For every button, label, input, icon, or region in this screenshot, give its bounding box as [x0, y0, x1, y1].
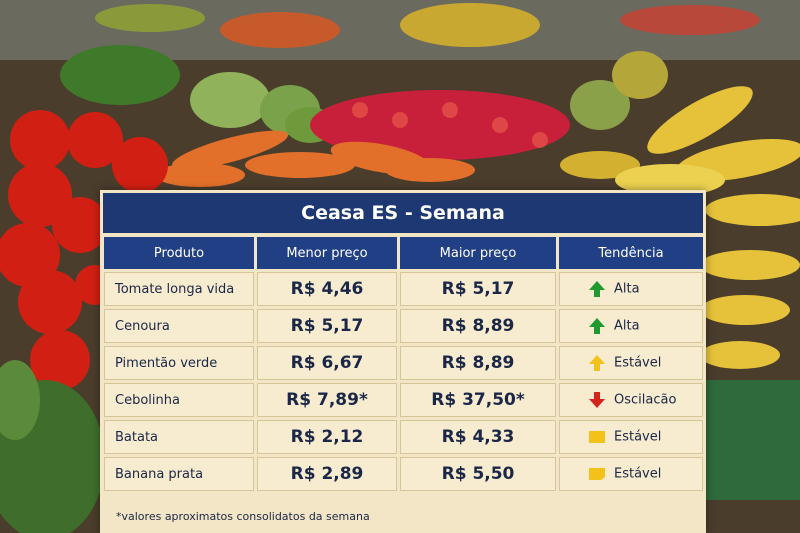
cell-text: Banana prata [115, 466, 204, 482]
cell-text: R$ 2,12 [290, 427, 364, 447]
table-title: Ceasa ES - Semana [103, 193, 703, 233]
cell-text: R$ 8,89 [441, 316, 515, 336]
cell-text: R$ 7,89* [286, 390, 368, 410]
cell-text: Cebolinha [115, 392, 180, 408]
cell-text: Cenoura [115, 318, 170, 334]
cell-text: R$ 5,50 [441, 464, 515, 484]
cell-text: Alta [614, 318, 640, 334]
price-table-card: Ceasa ES - Semana Produto Menor preço Ma… [100, 190, 706, 533]
trend-icon [589, 392, 605, 408]
table-row: Cenoura R$ 5,17 R$ 8,89 Alta [104, 309, 703, 343]
price-cell: R$ 4,33 [400, 420, 556, 454]
table-row: Tomate longa vida R$ 4,46 R$ 5,17 Alta [104, 272, 703, 306]
cell-text: Batata [115, 429, 159, 445]
price-cell: R$ 6,67 [257, 346, 397, 380]
table-row: Banana prata R$ 2,89 R$ 5,50 Estável [104, 457, 703, 491]
product-cell: Batata [104, 420, 254, 454]
cell-text: Oscilacão [614, 392, 677, 408]
cell-text: R$ 2,89 [290, 464, 364, 484]
price-cell: R$ 5,17 [257, 309, 397, 343]
table-row: Cebolinha R$ 7,89* R$ 37,50* Oscilacão [104, 383, 703, 417]
cell-text: R$ 4,46 [290, 279, 364, 299]
trend-icon [589, 431, 605, 443]
cell-text: Estável [614, 466, 662, 482]
price-cell: R$ 7,89* [257, 383, 397, 417]
trend-cell: Alta [559, 272, 703, 306]
cell-text: R$ 8,89 [441, 353, 515, 373]
trend-cell: Estável [559, 457, 703, 491]
cell-text: R$ 4,33 [441, 427, 515, 447]
price-cell: R$ 4,46 [257, 272, 397, 306]
price-cell: R$ 37,50* [400, 383, 556, 417]
trend-icon [589, 281, 605, 297]
header-row: Produto Menor preço Maior preço Tendênci… [104, 237, 703, 269]
cell-text: Estável [614, 355, 662, 371]
cell-text: R$ 37,50* [431, 390, 525, 410]
cell-text: Pimentão verde [115, 355, 218, 371]
header-cell: Tendência [559, 237, 703, 269]
cell-text: Tomate longa vida [115, 281, 235, 297]
trend-icon [589, 355, 605, 371]
trend-cell: Estável [559, 420, 703, 454]
cell-text: R$ 5,17 [290, 316, 364, 336]
header-cell: Maior preço [400, 237, 556, 269]
header-cell: Menor preço [257, 237, 397, 269]
table-row: Pimentão verde R$ 6,67 R$ 8,89 Estável [104, 346, 703, 380]
header-cell: Produto [104, 237, 254, 269]
cell-text: R$ 6,67 [290, 353, 364, 373]
price-cell: R$ 8,89 [400, 309, 556, 343]
product-cell: Tomate longa vida [104, 272, 254, 306]
price-cell: R$ 5,17 [400, 272, 556, 306]
cell-text: Estável [614, 429, 662, 445]
price-table: Produto Menor preço Maior preço Tendênci… [101, 234, 706, 494]
trend-cell: Estável [559, 346, 703, 380]
trend-icon [589, 318, 605, 334]
product-cell: Banana prata [104, 457, 254, 491]
cell-text: R$ 5,17 [441, 279, 515, 299]
trend-cell: Alta [559, 309, 703, 343]
product-cell: Cenoura [104, 309, 254, 343]
price-cell: R$ 2,12 [257, 420, 397, 454]
trend-icon [589, 468, 605, 480]
table-row: Batata R$ 2,12 R$ 4,33 Estável [104, 420, 703, 454]
trend-cell: Oscilacão [559, 383, 703, 417]
price-cell: R$ 2,89 [257, 457, 397, 491]
product-cell: Cebolinha [104, 383, 254, 417]
product-cell: Pimentão verde [104, 346, 254, 380]
price-cell: R$ 5,50 [400, 457, 556, 491]
cell-text: Alta [614, 281, 640, 297]
footnote: *valores aproximatos consolidatos da sem… [116, 510, 370, 523]
price-cell: R$ 8,89 [400, 346, 556, 380]
